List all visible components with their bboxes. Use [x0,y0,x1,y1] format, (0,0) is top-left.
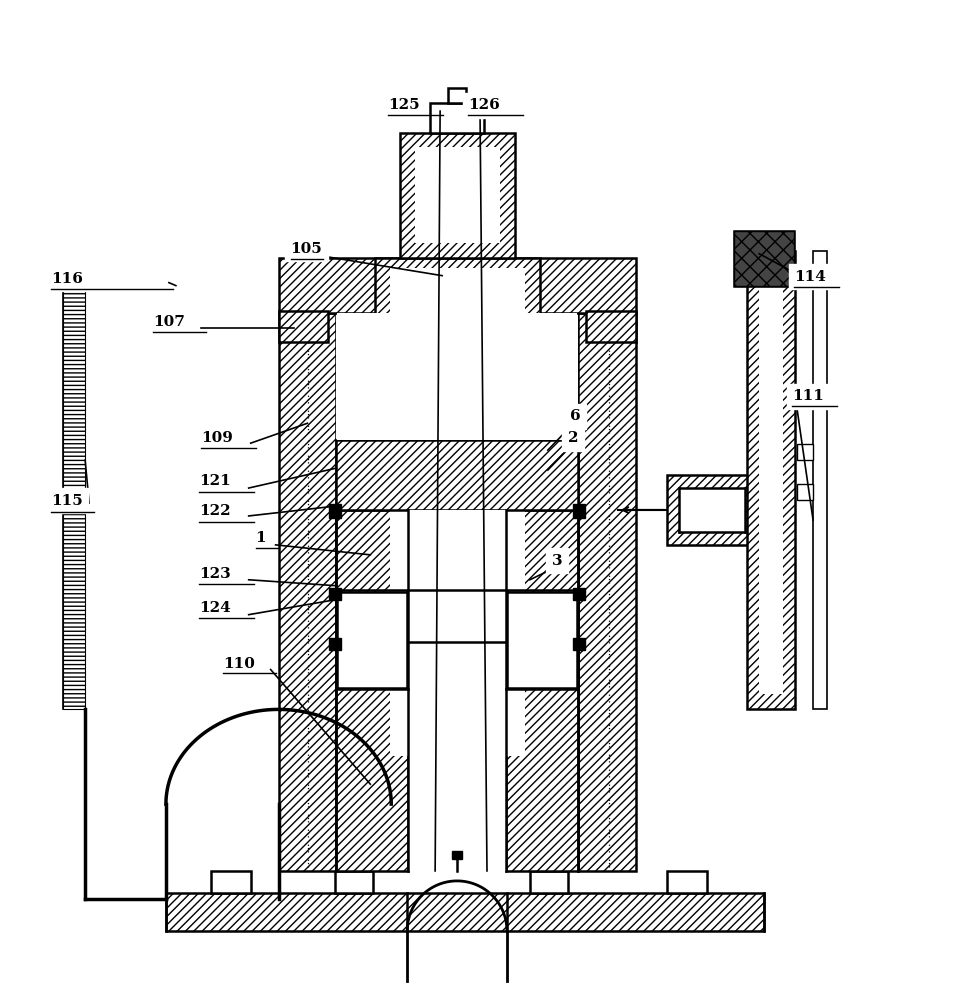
Bar [337,313,577,440]
Bar [530,871,568,893]
Bar [797,484,813,500]
Bar [668,475,757,545]
Bar [329,638,341,650]
Text: 126: 126 [469,98,499,112]
Bar [211,871,250,893]
Text: 111: 111 [792,389,824,403]
Bar [578,313,636,871]
Bar [506,510,578,871]
Bar [63,291,85,709]
Text: 1: 1 [256,531,267,545]
Text: 115: 115 [51,494,83,508]
Bar [336,440,578,510]
Bar [337,592,408,688]
Text: 123: 123 [199,567,231,581]
Text: 109: 109 [201,431,233,445]
Text: 122: 122 [199,504,231,518]
Bar [278,313,336,871]
Bar [813,251,827,709]
Bar [797,444,813,460]
Bar [415,147,500,243]
Text: 124: 124 [199,601,231,615]
Bar [507,592,577,688]
Bar [278,258,636,313]
Bar [759,266,783,694]
Bar [390,268,525,756]
Bar [400,133,515,258]
Bar [166,893,764,931]
Bar [573,504,584,518]
Text: 125: 125 [388,98,420,112]
Bar [335,871,373,893]
Bar [430,103,484,133]
Bar [329,504,341,518]
Text: 107: 107 [153,315,185,329]
Text: 3: 3 [552,554,562,568]
Bar [329,588,341,600]
Bar [668,871,707,893]
Bar [409,510,506,871]
Bar [336,510,409,871]
Bar [63,291,85,709]
Bar [573,588,584,600]
Bar [573,638,584,650]
Text: 2: 2 [568,431,579,445]
Bar [734,231,794,286]
Text: 116: 116 [51,272,83,286]
Bar [448,88,466,103]
Text: 105: 105 [291,242,323,256]
Bar [452,851,462,859]
Bar [679,488,745,532]
Text: 6: 6 [570,409,581,423]
Bar [585,311,636,342]
Bar [278,311,328,342]
Text: 110: 110 [223,657,255,671]
Bar [748,251,795,709]
Bar [376,258,540,771]
Text: 121: 121 [199,474,231,488]
Text: 114: 114 [794,270,826,284]
Bar [336,313,578,871]
Bar [734,231,794,286]
